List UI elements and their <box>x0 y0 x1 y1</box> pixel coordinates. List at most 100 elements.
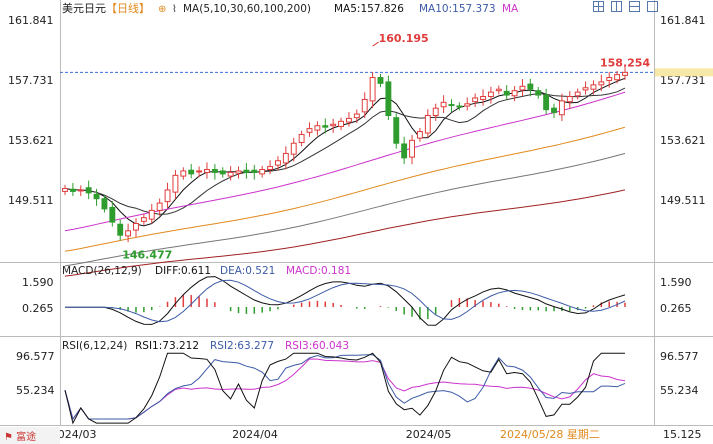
price-axis-tick-right: 161.841 <box>660 14 706 27</box>
rsi-axis-tick-left: 96.577 <box>16 350 55 363</box>
candle-down <box>448 104 455 107</box>
candle-up <box>361 98 368 113</box>
low-annotation: 146.477 <box>122 248 172 261</box>
candle-up <box>282 152 289 164</box>
candle-up <box>275 160 281 166</box>
rsi-label: RSI(6,12,24) <box>62 340 127 352</box>
candle-up <box>495 88 502 92</box>
candle-up <box>140 217 147 222</box>
rsi3-value: RSI3:60.043 <box>285 340 349 352</box>
candle-up <box>472 97 479 103</box>
rsi-header: RSI(6,12,24) RSI1:73.212 RSI2:63.277 RSI… <box>62 340 349 352</box>
candle-down <box>69 188 76 192</box>
candle-up <box>369 77 376 102</box>
price-axis-tick-left: 161.841 <box>8 14 54 27</box>
candle-down <box>251 169 258 173</box>
period-label[interactable]: 【日线】 <box>106 1 150 15</box>
high-pointer <box>372 41 379 47</box>
candle-up <box>148 209 155 220</box>
price-axis-tick-right: 149.511 <box>660 194 706 207</box>
candle-up <box>511 90 518 97</box>
price-axis-tick-right: 157.731 <box>660 74 706 87</box>
fullscreen-icon[interactable] <box>647 1 658 12</box>
frame <box>0 0 713 426</box>
ma-icon[interactable]: ⌇ <box>172 4 177 15</box>
ma-more-value: MA <box>502 3 519 15</box>
candle-up <box>125 230 132 237</box>
candle-up <box>487 91 494 98</box>
candle-up <box>298 133 305 143</box>
last-annotation: 158.254 <box>600 56 650 69</box>
candle-up <box>156 202 163 211</box>
macd-axis-tick-right: 1.590 <box>660 276 692 289</box>
macd-label: MACD(26,12,9) <box>62 265 142 277</box>
macd-panel: 1.590 1.590 0.265 0.265 <box>22 276 692 326</box>
candle-down <box>322 125 329 128</box>
candle-up <box>306 128 313 133</box>
candle-up <box>314 125 321 131</box>
rsi-low-value: 15.125 <box>663 428 702 441</box>
candle-up <box>416 131 423 139</box>
price-panel: 161.841 161.841 157.731 157.731 153.621 153.6… <box>8 14 713 441</box>
rsi1-value: RSI1:73.212 <box>135 340 199 352</box>
macd-diff: DIFF:0.611 <box>155 265 211 277</box>
candle-down <box>85 187 92 194</box>
ma5-line <box>64 77 626 227</box>
rsi-axis-tick-left: 55.234 <box>16 384 55 397</box>
ma30-line <box>64 91 626 232</box>
macd-axis-tick-right: 0.265 <box>660 302 692 315</box>
candle-up <box>409 139 415 158</box>
candle-up <box>480 96 486 100</box>
toolbar-icons[interactable] <box>593 1 658 12</box>
candle-down <box>456 105 463 108</box>
price-axis-tick-left: 157.731 <box>8 74 54 87</box>
candle-down <box>219 170 226 175</box>
candle-up <box>614 74 621 81</box>
macd-dea-line <box>65 279 626 323</box>
candle-up <box>598 81 605 86</box>
symbol-title[interactable]: 美元日元 <box>62 2 106 15</box>
settings-icon[interactable]: ⊕ <box>158 4 166 15</box>
candle-down <box>543 94 550 111</box>
candle-up <box>259 169 266 175</box>
candle-up <box>172 174 179 193</box>
candle-up <box>196 170 203 173</box>
rsi-axis-tick-right: 55.234 <box>660 384 699 397</box>
rsi-panel: 96.577 96.577 55.234 55.234 <box>16 350 699 425</box>
candle-down <box>109 206 116 223</box>
rsi-axis-tick-right: 96.577 <box>660 350 699 363</box>
candle-up <box>338 120 345 127</box>
macd-axis-tick-left: 0.265 <box>22 302 54 315</box>
candle-down <box>527 83 534 90</box>
candle-up <box>77 189 84 192</box>
price-axis-tick-left: 149.511 <box>8 194 54 207</box>
candle-up <box>133 223 139 231</box>
candle-up <box>330 123 337 127</box>
date-status: 2024/05/28 星期二 <box>500 428 600 441</box>
candle-down <box>401 143 408 159</box>
candle-up <box>227 171 234 177</box>
candle-down <box>211 169 218 173</box>
candle-up <box>290 142 297 155</box>
candle-up <box>606 77 613 81</box>
candle-up <box>267 166 274 171</box>
price-header: 美元日元 【日线】 ⊕ ⌇ MA(5,10,30,60,100,200) MA5… <box>62 1 519 15</box>
rsi2-value: RSI2:63.277 <box>210 340 274 352</box>
candle-up <box>519 85 526 91</box>
ma100-line <box>64 153 626 267</box>
candle-up <box>574 91 581 97</box>
ma10-value: MA10:157.373 <box>419 3 496 15</box>
candle-up <box>164 189 171 203</box>
rsi3-line <box>64 358 626 421</box>
logo-icon: ⚑ 富途 <box>4 430 36 443</box>
logo-badge <box>0 427 60 444</box>
candle-down <box>535 90 542 96</box>
candle-up <box>345 117 352 123</box>
price-axis-tick-left: 153.621 <box>8 134 54 147</box>
candle-up <box>582 87 589 91</box>
high-annotation: 160.195 <box>379 32 429 45</box>
rsi1-line <box>64 352 625 425</box>
macd-axis-tick-left: 1.590 <box>22 276 54 289</box>
candle-down <box>385 81 392 116</box>
ma200-line <box>64 189 626 277</box>
